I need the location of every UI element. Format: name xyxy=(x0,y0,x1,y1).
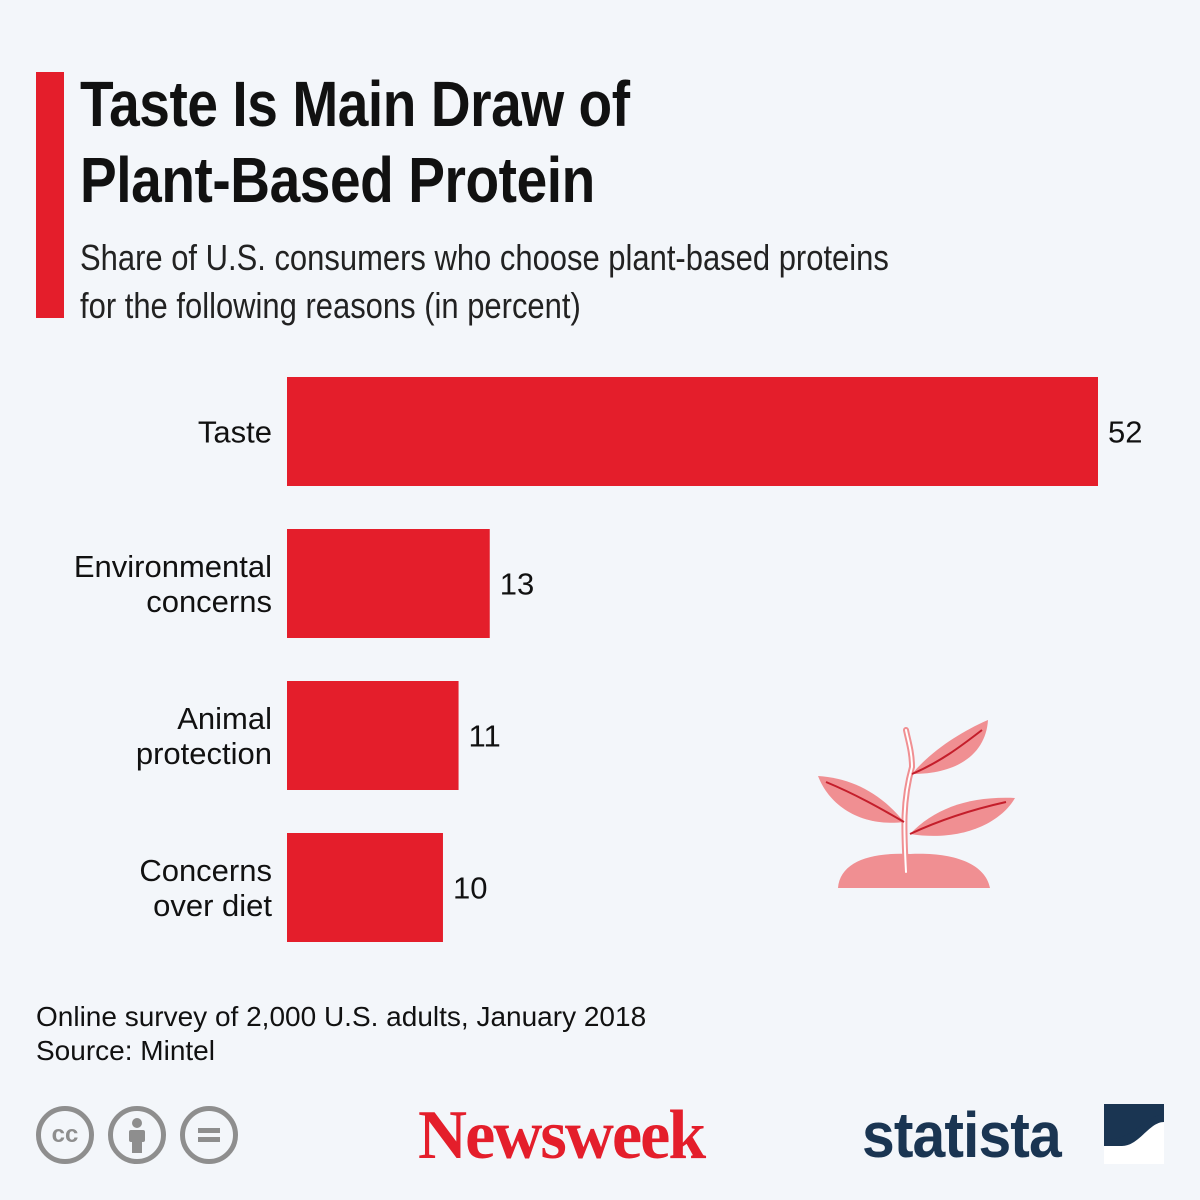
category-label-line: Animal xyxy=(177,701,272,736)
value-label-1: 13 xyxy=(500,567,534,602)
footnote: Online survey of 2,000 U.S. adults, Janu… xyxy=(36,1000,646,1068)
bar-0 xyxy=(287,377,1098,486)
newsweek-logo[interactable]: Newsweek xyxy=(418,1097,706,1174)
bar-2 xyxy=(287,681,459,790)
attribution-icon[interactable] xyxy=(108,1106,166,1164)
bar-chart: 52 Taste 13 Environmental concerns 11 Animal pr… xyxy=(74,377,1142,942)
bar-1 xyxy=(287,529,490,638)
category-label-line: protection xyxy=(136,736,272,771)
cc-icon[interactable]: cc xyxy=(36,1106,94,1164)
title-line-1: Taste Is Main Draw of xyxy=(80,68,630,140)
person-glyph xyxy=(129,1118,145,1153)
statista-logo[interactable]: statista xyxy=(862,1099,1062,1171)
value-label-0: 52 xyxy=(1108,415,1142,450)
chart-title: Taste Is Main Draw of Plant-Based Protei… xyxy=(80,66,854,218)
category-label-line: Taste xyxy=(198,415,272,450)
category-label-line: concerns xyxy=(146,584,272,619)
license-icons: cc xyxy=(36,1106,238,1164)
category-label-2: Animal protection xyxy=(136,701,272,771)
equals-glyph xyxy=(198,1128,220,1142)
cc-icon-glyph: cc xyxy=(51,1121,79,1148)
bar-3 xyxy=(287,833,443,942)
category-label-line: over diet xyxy=(153,888,272,923)
title-line-2: Plant-Based Protein xyxy=(80,144,595,216)
source-note: Source: Mintel xyxy=(36,1035,215,1066)
category-label-1: Environmental concerns xyxy=(74,549,272,619)
category-label-line: Concerns xyxy=(139,853,272,888)
value-label-3: 10 xyxy=(453,871,487,906)
value-label-2: 11 xyxy=(469,719,501,754)
subtitle-line-2: for the following reasons (in percent) xyxy=(80,285,581,326)
statista-mark-icon xyxy=(1104,1104,1164,1164)
no-derivatives-icon[interactable] xyxy=(180,1106,238,1164)
category-label-0: Taste xyxy=(198,415,272,450)
subtitle-line-1: Share of U.S. consumers who choose plant… xyxy=(80,237,889,278)
chart-subtitle: Share of U.S. consumers who choose plant… xyxy=(80,234,1009,330)
survey-note: Online survey of 2,000 U.S. adults, Janu… xyxy=(36,1001,647,1032)
title-accent-bar xyxy=(36,72,64,318)
category-label-line: Environmental xyxy=(74,549,272,584)
plant-icon xyxy=(818,720,1015,888)
category-label-3: Concerns over diet xyxy=(139,853,272,923)
